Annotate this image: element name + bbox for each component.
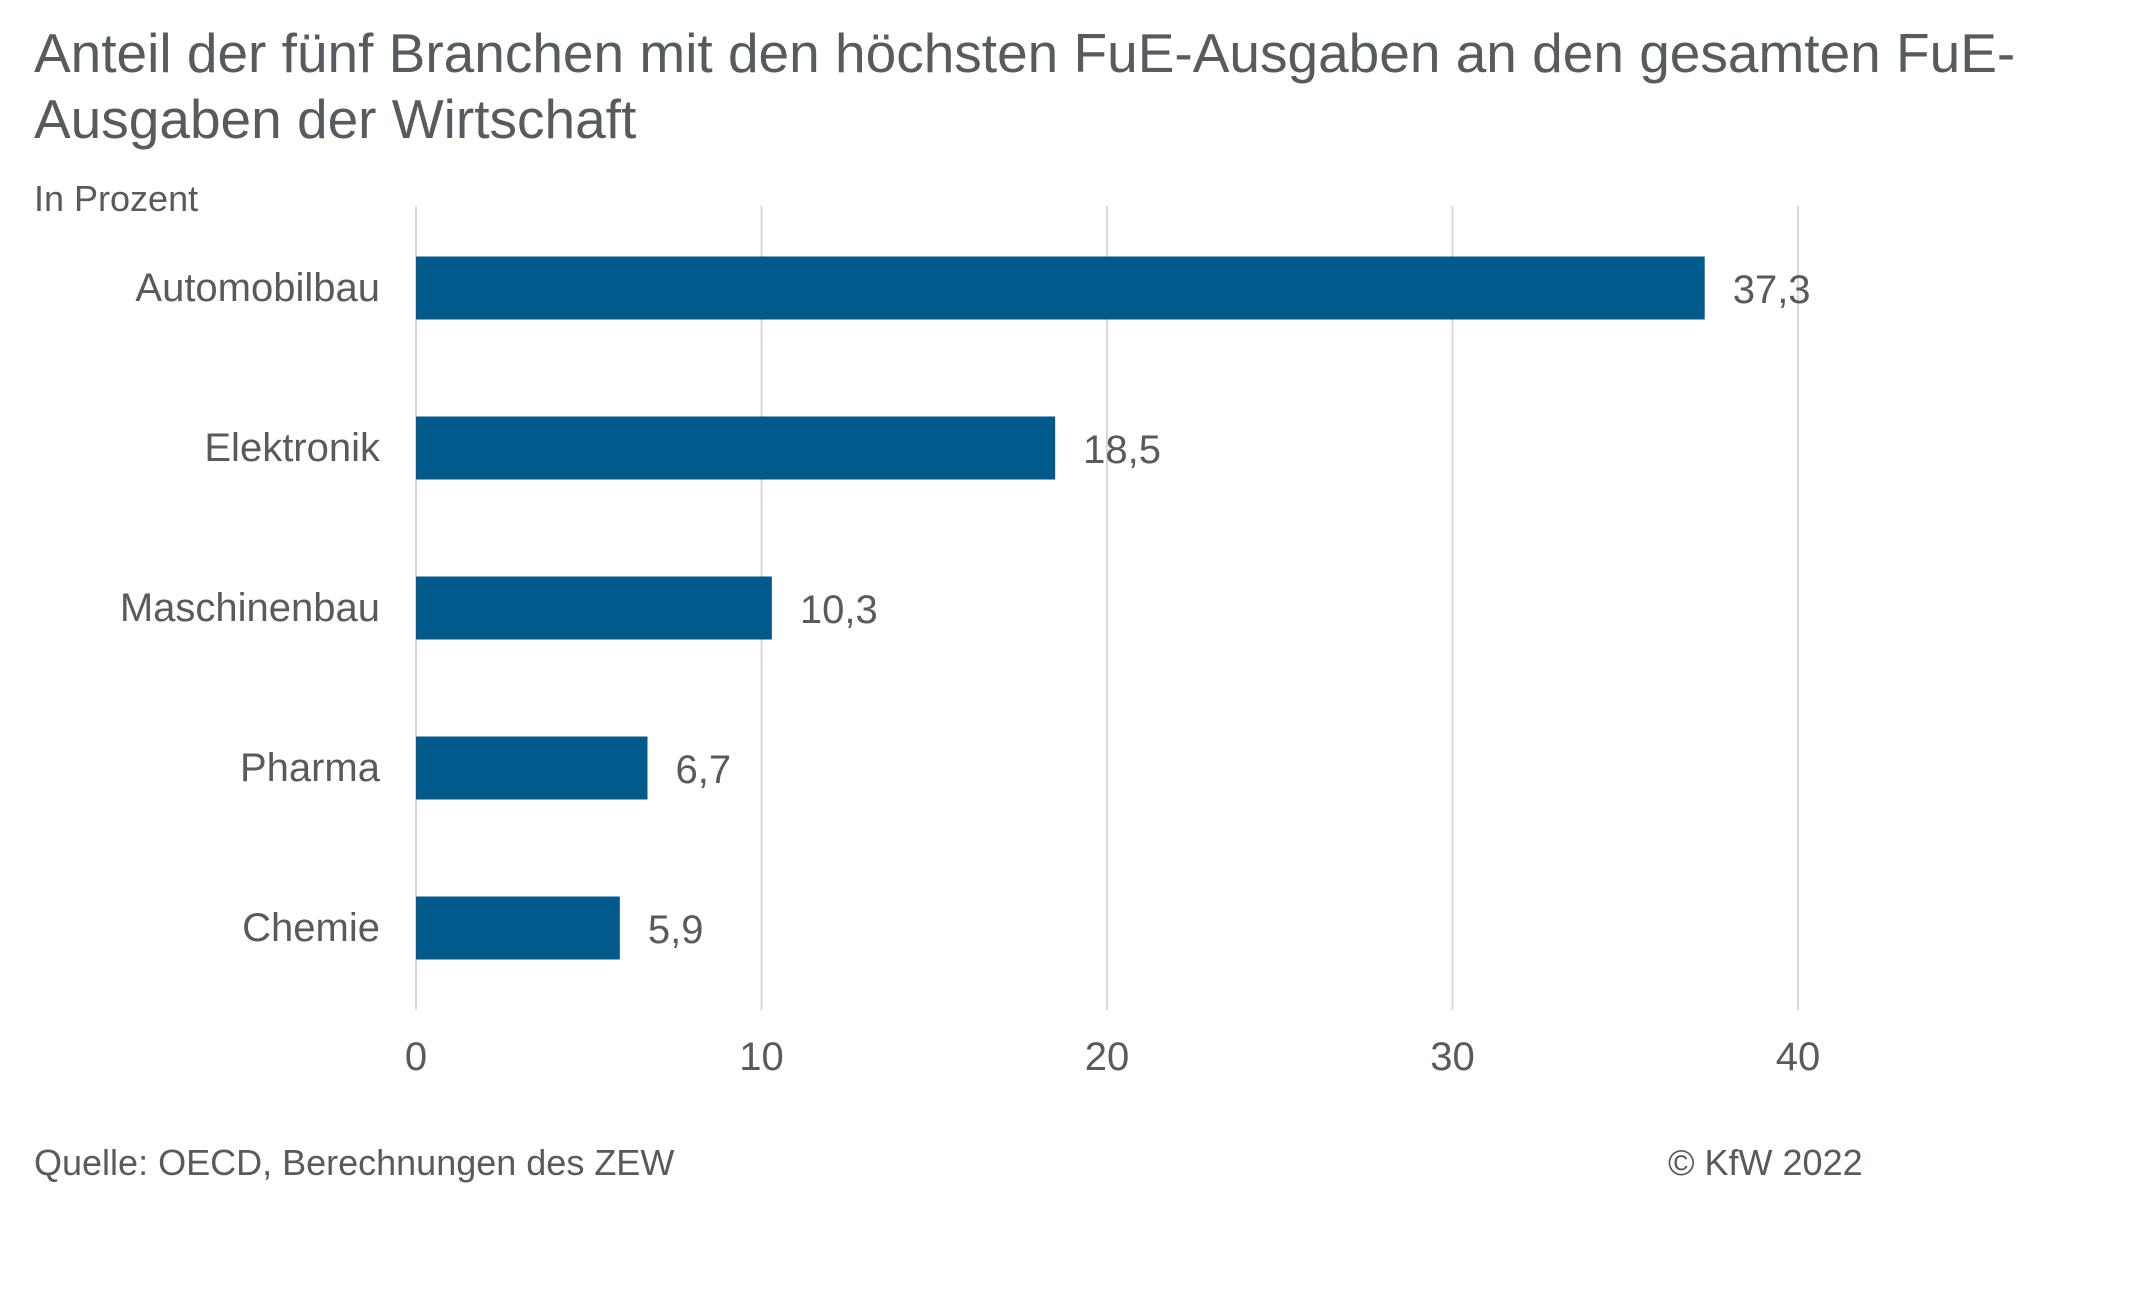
bar — [416, 736, 648, 800]
copyright-note: © KfW 2022 — [1668, 1142, 1863, 1183]
data-label: 37,3 — [1733, 268, 1811, 312]
x-tick-label: 0 — [405, 1035, 427, 1079]
category-label: Chemie — [242, 906, 380, 950]
source-note: Quelle: OECD, Berechnungen des ZEW — [34, 1142, 675, 1183]
bar — [416, 416, 1056, 480]
category-label: Automobilbau — [135, 266, 380, 310]
data-label: 18,5 — [1083, 428, 1161, 472]
chart-subtitle: In Prozent — [34, 178, 199, 219]
bar — [416, 576, 772, 640]
data-label: 6,7 — [675, 748, 731, 792]
chart-title: Anteil der fünf Branchen mit den höchste… — [34, 22, 2016, 150]
category-label: Maschinenbau — [120, 586, 380, 630]
bar — [416, 896, 620, 960]
x-tick-label: 20 — [1085, 1035, 1130, 1079]
x-tick-label: 40 — [1776, 1035, 1821, 1079]
category-label: Pharma — [240, 746, 381, 790]
x-tick-label: 10 — [739, 1035, 784, 1079]
data-label: 5,9 — [648, 908, 704, 952]
bar — [416, 256, 1705, 320]
x-tick-label: 30 — [1430, 1035, 1475, 1079]
bar-chart: 0 10 20 30 40 Automobilbau 37,3 Elektronik 18,5 M… — [120, 206, 1821, 1079]
category-label: Elektronik — [204, 426, 381, 470]
data-label: 10,3 — [800, 588, 878, 632]
